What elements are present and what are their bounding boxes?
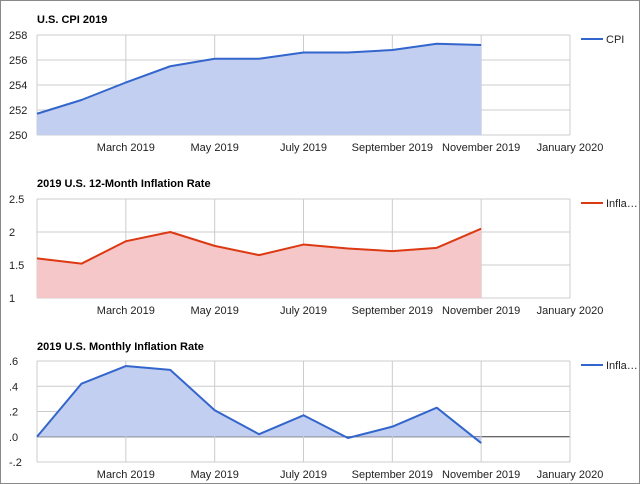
series-area (37, 366, 482, 444)
y-tick: 250 (9, 130, 27, 142)
x-tick: May 2019 (191, 305, 239, 317)
x-tick: January 2020 (537, 305, 604, 317)
series-area (37, 228, 482, 298)
y-tick: .2 (9, 407, 18, 419)
y-tick: 1.5 (9, 260, 24, 272)
y-tick: .0 (9, 432, 18, 444)
chart-title: 2019 U.S. Monthly Inflation Rate (37, 341, 204, 353)
y-tick: .4 (9, 381, 18, 393)
x-tick: September 2019 (352, 305, 433, 317)
y-tick: 256 (9, 55, 27, 67)
y-tick: -.2 (9, 457, 22, 469)
x-tick: March 2019 (97, 469, 155, 481)
series-area-fill (37, 366, 482, 444)
x-tick: July 2019 (280, 305, 327, 317)
x-tick: January 2020 (537, 469, 604, 481)
series-area-fill (37, 43, 482, 135)
x-tick: July 2019 (280, 469, 327, 481)
x-tick: July 2019 (280, 142, 327, 154)
x-tick: March 2019 (97, 305, 155, 317)
chart-title: 2019 U.S. 12-Month Inflation Rate (37, 178, 211, 190)
legend-swatch (581, 38, 603, 40)
legend-label[interactable]: CPI (606, 34, 624, 46)
legend-swatch (581, 202, 603, 204)
twelve-month-inflation-chart: 2019 U.S. 12-Month Inflation Rate 1 1.5 … (9, 178, 638, 317)
x-tick: March 2019 (97, 142, 155, 154)
y-tick: 2 (9, 227, 15, 239)
y-tick: 254 (9, 80, 27, 92)
legend-swatch (581, 364, 603, 366)
legend-label[interactable]: Infla… (606, 198, 638, 210)
y-tick: 252 (9, 105, 27, 117)
series-line (36, 227, 482, 265)
series-area (37, 43, 482, 135)
x-tick: September 2019 (352, 469, 433, 481)
cpi-chart: U.S. CPI 2019 250 252 254 256 258 March … (9, 14, 624, 154)
y-tick: 258 (9, 30, 27, 42)
x-tick: November 2019 (442, 469, 520, 481)
x-tick: November 2019 (442, 305, 520, 317)
x-tick: May 2019 (191, 469, 239, 481)
chart-title: U.S. CPI 2019 (37, 14, 107, 26)
x-tick: May 2019 (191, 142, 239, 154)
series-area-fill (37, 228, 482, 298)
legend-label[interactable]: Infla… (606, 360, 638, 372)
y-tick: .6 (9, 356, 18, 368)
x-tick: September 2019 (352, 142, 433, 154)
series-line (36, 42, 482, 115)
monthly-inflation-chart: 2019 U.S. Monthly Inflation Rate -.2 .0 … (9, 341, 638, 481)
x-tick: November 2019 (442, 142, 520, 154)
y-tick: 2.5 (9, 194, 24, 206)
series-line (36, 365, 482, 444)
x-tick: January 2020 (537, 142, 604, 154)
y-tick: 1 (9, 293, 15, 305)
